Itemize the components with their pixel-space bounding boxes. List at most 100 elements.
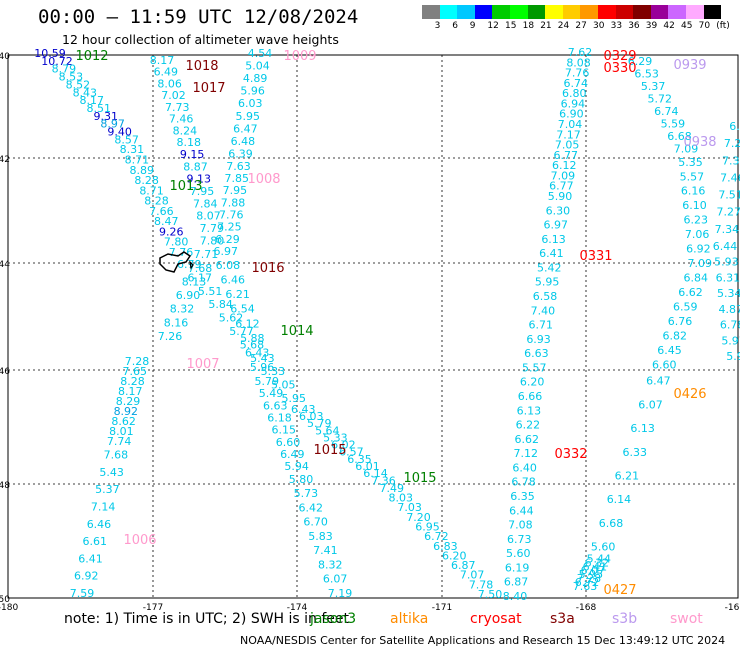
- colorbar-label: 18: [522, 21, 535, 31]
- swh-value: 6.31: [716, 271, 740, 284]
- swh-value: 8.40: [503, 590, 528, 603]
- swh-value: 6.18: [267, 411, 292, 424]
- footer-credit: NOAA/NESDIS Center for Satellite Applica…: [240, 634, 726, 647]
- swh-value: 7.04: [558, 118, 583, 131]
- swh-value: 8.24: [173, 124, 198, 137]
- swh-value: 6.68: [599, 517, 624, 530]
- swh-value: 5.35: [678, 156, 703, 169]
- swh-value: 5.79: [254, 375, 279, 388]
- swh-value: 6.60: [652, 358, 677, 371]
- swh-value: 4.54: [248, 47, 273, 60]
- swh-value: 5.95: [236, 110, 261, 123]
- swh-value: 6.74: [563, 77, 588, 90]
- swh-value: 6.10: [682, 199, 707, 212]
- swh-value: 5.60: [591, 541, 616, 554]
- swh-value: 6.94: [561, 97, 586, 110]
- swh-value: 6.45: [657, 344, 682, 357]
- swh-value: 6.74: [654, 105, 679, 118]
- swh-value: 9.40: [107, 126, 132, 139]
- swh-value: 10.72: [41, 55, 73, 68]
- swh-value: 5.42: [537, 261, 562, 274]
- colorbar-swatch: [703, 5, 722, 19]
- swh-value: 7.02: [161, 89, 186, 102]
- swh-value: 5.04: [245, 60, 270, 73]
- orbit-label: 1014: [280, 324, 313, 339]
- island-shape: [159, 251, 192, 273]
- swh-value: 8.16: [164, 316, 189, 329]
- colorbar-swatch: [527, 5, 546, 19]
- colorbar-label: 9: [469, 21, 476, 31]
- swh-value: 5.93: [714, 256, 739, 269]
- swh-value: 7.50: [478, 588, 503, 601]
- swh-value: 6.97: [543, 219, 568, 232]
- swh-value: 6.54: [230, 303, 255, 316]
- swh-value: 7.17: [556, 128, 581, 141]
- colorbar-label: 45: [681, 21, 693, 31]
- colorbar-label: 15: [505, 21, 517, 31]
- swh-value: 5.95: [535, 276, 560, 289]
- legend-s3a: s3a: [550, 611, 575, 627]
- legend-altika: altika: [390, 611, 429, 627]
- colorbar-swatch: [422, 5, 440, 19]
- swh-value: 6.68: [667, 130, 692, 143]
- swh-value: 5.37: [641, 80, 666, 93]
- legend-jason3: jason3: [310, 611, 357, 627]
- swh-value: 7.63: [573, 580, 598, 593]
- colorbar-label: 21: [540, 21, 552, 31]
- swh-value: 8.29: [116, 395, 141, 408]
- swh-value: 8.17: [80, 94, 105, 107]
- swh-value: 6.95: [415, 521, 440, 534]
- colorbar-swatch: [510, 5, 528, 19]
- swh-value: 6.78: [720, 319, 740, 332]
- swh-value: 5.88: [240, 332, 265, 345]
- swh-value: 5.79: [307, 417, 332, 430]
- swh-value: 7.09: [674, 143, 699, 156]
- swh-value: 8.17: [150, 54, 175, 67]
- swh-value: 6.22: [516, 419, 541, 432]
- legend-swot: swot: [670, 611, 703, 627]
- legend-s3b: s3b: [612, 611, 638, 627]
- swh-value: 5.05: [271, 379, 296, 392]
- swh-value: 8.71: [139, 184, 164, 197]
- colorbar-swatch: [615, 5, 634, 19]
- swh-value: 9.31: [93, 110, 118, 123]
- swh-value: 7.25: [217, 221, 242, 234]
- swh-value: 6.90: [559, 108, 584, 121]
- swh-value: 6.48: [231, 135, 256, 148]
- swh-value: 6.46: [221, 273, 246, 286]
- swh-value: 6.35: [347, 453, 372, 466]
- swh-value: 6.03: [238, 97, 263, 110]
- swh-value: 6.79: [177, 258, 202, 271]
- swh-value: 7.28: [577, 572, 602, 585]
- swh-value: 8.51: [87, 102, 112, 115]
- swh-value: 5.94: [284, 460, 309, 473]
- swh-value: 5.33: [261, 365, 286, 378]
- swh-value: 7.12: [513, 447, 538, 460]
- swh-value: 6.07: [581, 564, 606, 577]
- swh-value: 6.92: [686, 243, 711, 256]
- swh-value: 7.73: [165, 101, 190, 114]
- swh-value: 6.61: [82, 535, 107, 548]
- swh-value: 6.70: [303, 516, 328, 529]
- swh-value: 6.23: [684, 214, 709, 227]
- legend-cryosat: cryosat: [470, 611, 522, 627]
- swh-value: 8.28: [144, 195, 169, 208]
- colorbar-label: 6: [452, 21, 458, 31]
- swh-value: 4.87: [718, 303, 740, 316]
- swh-value: 6.76: [668, 315, 693, 328]
- swh-value: 8.79: [52, 63, 77, 76]
- swh-value: 7.63: [226, 160, 251, 173]
- swh-value: 8.17: [118, 385, 143, 398]
- swh-value: 5.96: [250, 361, 275, 374]
- colorbar-swatch: [562, 5, 581, 19]
- colorbar-swatch: [633, 5, 651, 19]
- swh-value: 6.77: [553, 149, 578, 162]
- swh-value: 6.44: [713, 240, 738, 253]
- swh-value: 8.32: [318, 558, 343, 571]
- swh-value: 5.72: [647, 93, 672, 106]
- colorbar-label: 39: [645, 21, 658, 31]
- swh-value: 8.01: [109, 425, 134, 438]
- swh-value: 6.30: [546, 204, 571, 217]
- swh-value: 6.13: [541, 233, 566, 246]
